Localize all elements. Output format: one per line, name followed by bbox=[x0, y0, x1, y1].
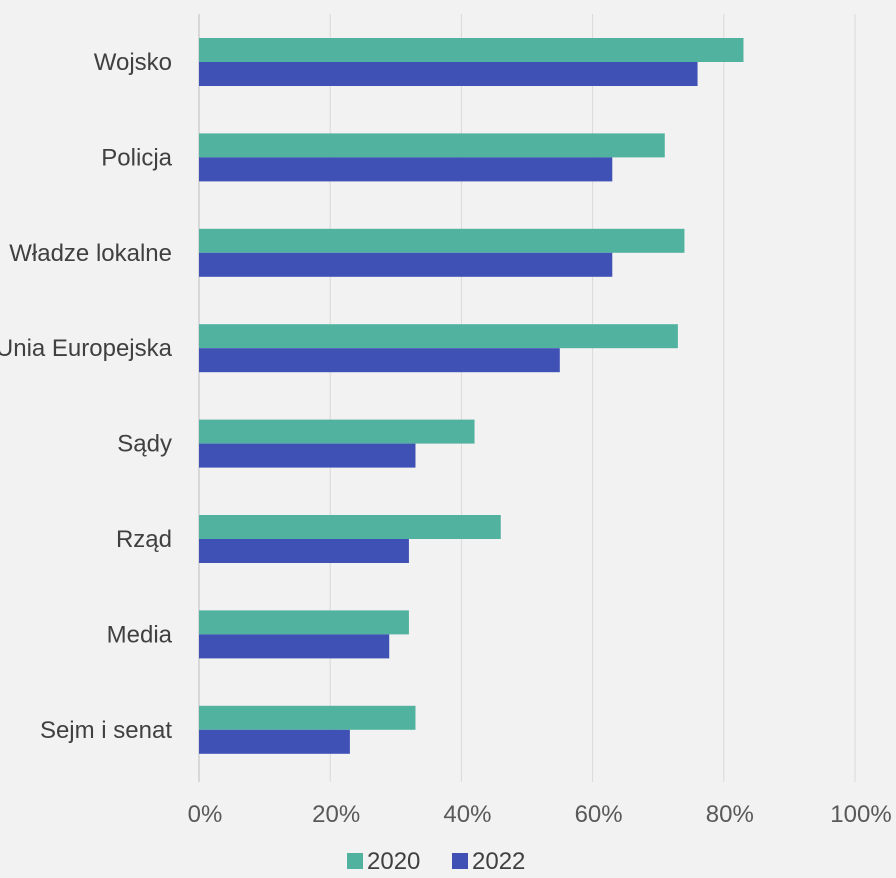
bar-2022 bbox=[199, 634, 390, 659]
gridlines bbox=[198, 14, 856, 782]
x-tick-label: 40% bbox=[443, 801, 491, 828]
x-tick-label: 0% bbox=[188, 801, 223, 828]
bar-2020 bbox=[199, 610, 409, 635]
bar-2020 bbox=[199, 515, 501, 539]
bars bbox=[199, 38, 744, 754]
bar-2020 bbox=[199, 228, 685, 253]
category-label: Wojsko bbox=[94, 49, 172, 76]
bar-2022 bbox=[199, 443, 416, 468]
x-tick-label: 80% bbox=[706, 801, 754, 828]
x-tick-labels: 0% 20% 40% 60% 80% 100% bbox=[188, 801, 892, 828]
legend-label: 2022 bbox=[472, 848, 525, 875]
bar-2022 bbox=[199, 62, 698, 86]
category-label: Sądy bbox=[117, 431, 172, 458]
bar-2022 bbox=[199, 348, 560, 373]
legend-swatch-2022 bbox=[452, 853, 468, 869]
category-label: Media bbox=[107, 621, 173, 648]
bar-2020 bbox=[199, 705, 416, 730]
category-label: Sejm i senat bbox=[40, 717, 172, 744]
bar-2020 bbox=[199, 419, 475, 444]
legend-swatch-2020 bbox=[347, 853, 363, 869]
bar-2022 bbox=[199, 157, 613, 182]
category-label: Policja bbox=[101, 144, 172, 171]
bar-2020 bbox=[199, 324, 678, 349]
x-tick-label: 100% bbox=[830, 801, 891, 828]
category-label: Rząd bbox=[116, 526, 172, 553]
legend-label: 2020 bbox=[367, 848, 420, 875]
bar-2022 bbox=[199, 729, 350, 754]
bar-2020 bbox=[199, 133, 665, 158]
x-tick-label: 60% bbox=[575, 801, 623, 828]
bar-2020 bbox=[199, 38, 744, 62]
bar-2022 bbox=[199, 252, 613, 277]
bar-2022 bbox=[199, 539, 409, 563]
x-tick-label: 20% bbox=[312, 801, 360, 828]
legend: 2020 2022 bbox=[347, 848, 525, 875]
category-label: Władze lokalne bbox=[9, 240, 172, 267]
category-labels: Wojsko Policja Władze lokalne Unia Europejs… bbox=[0, 49, 173, 744]
category-label: Unia Europejska bbox=[0, 335, 173, 362]
